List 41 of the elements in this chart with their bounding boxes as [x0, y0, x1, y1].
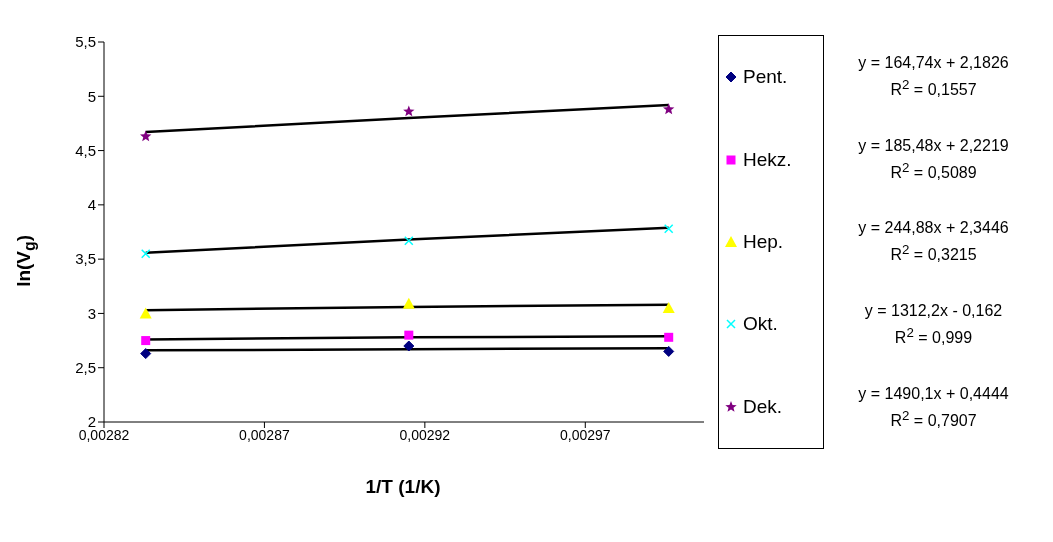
y-tick-label: 4 [87, 196, 96, 214]
point [403, 105, 415, 117]
y-tick-label: 2,5 [75, 359, 96, 377]
x-tick-label: 0,00287 [239, 426, 290, 443]
x-axis-title: 1/T (1/K) [364, 476, 442, 498]
point [663, 103, 675, 115]
point [403, 340, 415, 352]
text: y = 185,48x + 2,2219 [857, 135, 1010, 156]
point [402, 297, 415, 309]
legend-label: Hekz. [743, 148, 792, 171]
point [404, 330, 414, 340]
point [140, 348, 152, 360]
point [140, 248, 151, 259]
point [139, 307, 152, 319]
y-tick-label: 3,5 [75, 250, 96, 268]
text: y = 1312,2x - 0,162 [863, 301, 1004, 322]
legend-label: Hep. [743, 230, 784, 253]
text: R$^{2}$ = 0,7907 [889, 406, 978, 432]
text: R$^{2}$ = 0,999 [893, 324, 974, 349]
text: R$^{2}$ = 0,3215 [889, 241, 978, 266]
legend-label: Okt. [743, 313, 778, 336]
point [662, 302, 675, 313]
y-tick-label: 5 [87, 87, 96, 105]
text: y = 164,74x + 2,1826 [857, 52, 1010, 73]
y-tick-label: 4,5 [75, 141, 96, 159]
point [404, 235, 414, 246]
legend-label: Dek. [743, 395, 783, 418]
point [663, 223, 674, 234]
point [663, 345, 675, 357]
point [141, 336, 151, 346]
y-tick-label: 5,5 [75, 33, 96, 51]
text: y = 244,88x + 2,3446 [857, 218, 1010, 239]
legend-label: Pent. [743, 66, 788, 89]
y-tick-label: 3 [87, 304, 96, 322]
text: R$^{2}$ = 0,5089 [889, 158, 978, 183]
x-tick-label: 0,00292 [399, 426, 451, 443]
x-tick-label: 0,00297 [559, 426, 611, 443]
text: y = 1490,1x + 0,4444 [857, 383, 1010, 404]
text: R$^{2}$ = 0,1557 [889, 75, 978, 101]
point [664, 332, 674, 342]
point [140, 130, 152, 142]
